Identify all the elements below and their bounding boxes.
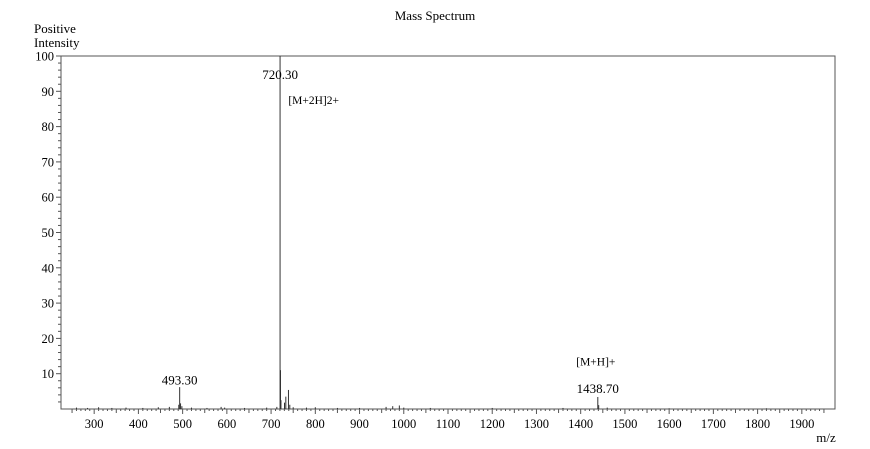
x-tick-label: 600 <box>217 417 236 431</box>
x-tick-label: 1400 <box>568 417 593 431</box>
x-tick-label: 500 <box>173 417 192 431</box>
x-tick-label: 1800 <box>745 417 770 431</box>
peak-annotation: [M+H]+ <box>576 357 615 369</box>
x-tick-label: 700 <box>262 417 281 431</box>
spectrum-peaks <box>75 56 767 409</box>
y-tick-label: 20 <box>42 332 55 346</box>
peak-annotation: [M+2H]2+ <box>288 95 339 107</box>
x-tick-label: 1300 <box>524 417 549 431</box>
x-tick-label: 1900 <box>789 417 814 431</box>
chart-title: Mass Spectrum <box>395 8 476 23</box>
y-tick-label: 100 <box>35 50 54 64</box>
x-tick-label: 900 <box>350 417 369 431</box>
y-axis-label-line1: Positive <box>34 21 76 36</box>
peak-annotation: 493.30 <box>162 372 198 387</box>
y-tick-label: 50 <box>42 226 55 240</box>
x-tick-label: 800 <box>306 417 325 431</box>
x-tick-label: 1700 <box>701 417 726 431</box>
peak-annotation: 1438.70 <box>577 381 619 396</box>
x-tick-label: 1600 <box>657 417 682 431</box>
x-tick-label: 1200 <box>480 417 505 431</box>
y-tick-label: 30 <box>42 297 55 311</box>
peak-annotation: 720.30 <box>262 67 298 82</box>
y-axis-label-line2: Intensity <box>34 35 80 50</box>
y-tick-label: 80 <box>42 120 55 134</box>
peak-annotations: 720.30 [M+2H]2+ 493.30 [M+H]+ 1438.70 <box>162 67 619 396</box>
x-tick-label: 1000 <box>391 417 416 431</box>
y-axis-ticks: 10 20 30 40 50 60 70 80 90 100 <box>35 50 61 403</box>
plot-frame <box>60 55 836 410</box>
x-axis-ticks: 300 400 500 600 700 800 900 1000 1100 1200 1300 140… <box>71 409 825 431</box>
y-tick-label: 60 <box>42 191 55 205</box>
y-tick-label: 10 <box>42 367 55 381</box>
x-tick-label: 400 <box>129 417 148 431</box>
x-axis-label: m/z <box>816 430 836 445</box>
y-tick-label: 40 <box>42 261 55 275</box>
y-tick-label: 70 <box>42 155 55 169</box>
x-tick-label: 1100 <box>436 417 461 431</box>
x-tick-label: 300 <box>85 417 104 431</box>
x-tick-label: 1500 <box>612 417 637 431</box>
y-tick-label: 90 <box>42 85 55 99</box>
